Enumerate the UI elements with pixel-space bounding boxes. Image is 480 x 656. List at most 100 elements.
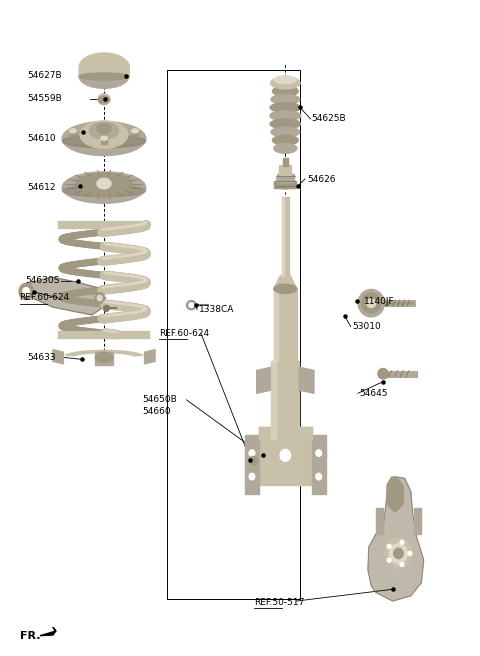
Ellipse shape	[62, 121, 146, 155]
Ellipse shape	[249, 450, 255, 457]
Point	[74, 276, 82, 286]
Polygon shape	[257, 367, 272, 394]
Polygon shape	[274, 289, 297, 361]
Ellipse shape	[75, 173, 132, 197]
Polygon shape	[65, 350, 143, 356]
Text: 54626: 54626	[307, 174, 336, 184]
Polygon shape	[279, 165, 291, 175]
Polygon shape	[259, 426, 312, 439]
Polygon shape	[22, 277, 106, 315]
Polygon shape	[299, 367, 314, 394]
Ellipse shape	[62, 185, 146, 197]
Polygon shape	[375, 508, 383, 534]
Point	[78, 354, 85, 365]
Text: 54660: 54660	[142, 407, 171, 416]
Text: 54627B: 54627B	[28, 72, 62, 80]
Ellipse shape	[387, 558, 391, 562]
Ellipse shape	[98, 94, 110, 104]
Polygon shape	[274, 276, 297, 289]
Text: REF.60-624: REF.60-624	[20, 293, 70, 302]
Polygon shape	[312, 436, 326, 494]
Polygon shape	[414, 508, 421, 534]
Ellipse shape	[394, 548, 403, 559]
Ellipse shape	[95, 293, 105, 303]
Text: 54630S: 54630S	[25, 276, 60, 285]
Point	[294, 180, 302, 191]
Polygon shape	[132, 131, 138, 136]
Point	[341, 311, 349, 321]
Ellipse shape	[408, 552, 412, 556]
Ellipse shape	[79, 73, 129, 80]
Polygon shape	[79, 53, 129, 77]
Ellipse shape	[273, 87, 298, 96]
Ellipse shape	[98, 96, 110, 102]
Ellipse shape	[270, 111, 301, 121]
Ellipse shape	[97, 123, 111, 134]
Text: REF.50-517: REF.50-517	[254, 598, 305, 607]
Ellipse shape	[387, 544, 391, 548]
Ellipse shape	[271, 77, 300, 89]
Point	[30, 287, 37, 297]
Text: REF.60-624: REF.60-624	[159, 329, 209, 338]
Text: 54650B: 54650B	[142, 396, 177, 404]
Ellipse shape	[23, 287, 30, 295]
Text: 54612: 54612	[28, 183, 56, 192]
Ellipse shape	[249, 474, 255, 480]
Text: 54610: 54610	[28, 134, 56, 143]
Point	[259, 450, 267, 461]
Ellipse shape	[274, 144, 297, 153]
Ellipse shape	[62, 172, 146, 203]
Ellipse shape	[97, 295, 102, 300]
Polygon shape	[53, 350, 63, 364]
Ellipse shape	[96, 352, 113, 363]
Bar	[168, 70, 300, 599]
Polygon shape	[368, 477, 424, 601]
Polygon shape	[144, 350, 155, 364]
Ellipse shape	[274, 284, 297, 293]
Ellipse shape	[19, 283, 34, 300]
Point	[247, 455, 254, 465]
Polygon shape	[98, 94, 110, 99]
Ellipse shape	[275, 180, 296, 189]
Polygon shape	[282, 197, 288, 276]
Ellipse shape	[70, 129, 76, 133]
Ellipse shape	[275, 144, 296, 154]
Ellipse shape	[187, 300, 196, 310]
Ellipse shape	[189, 303, 194, 308]
Ellipse shape	[62, 134, 146, 148]
Ellipse shape	[389, 544, 408, 563]
Text: 54633: 54633	[28, 353, 56, 362]
Polygon shape	[96, 352, 113, 365]
Text: FR.: FR.	[20, 631, 40, 642]
Ellipse shape	[250, 457, 257, 465]
Point	[76, 180, 84, 191]
Text: 54559B: 54559B	[28, 94, 62, 103]
Ellipse shape	[271, 94, 300, 104]
Polygon shape	[259, 426, 312, 485]
Point	[379, 377, 387, 387]
Text: 53010: 53010	[352, 322, 381, 331]
Ellipse shape	[271, 127, 300, 137]
Point	[80, 127, 87, 137]
Point	[102, 93, 109, 104]
Polygon shape	[275, 181, 296, 188]
Text: 54625B: 54625B	[312, 114, 346, 123]
Ellipse shape	[277, 175, 294, 183]
Polygon shape	[283, 158, 288, 166]
Text: 54645: 54645	[360, 389, 388, 398]
Point	[389, 584, 396, 594]
Polygon shape	[387, 477, 403, 512]
Ellipse shape	[316, 450, 322, 457]
Ellipse shape	[400, 541, 404, 544]
Text: 1338CA: 1338CA	[199, 305, 235, 314]
Ellipse shape	[362, 293, 381, 313]
Ellipse shape	[385, 539, 412, 568]
Ellipse shape	[132, 129, 138, 133]
Polygon shape	[277, 174, 294, 182]
Polygon shape	[272, 361, 299, 439]
Ellipse shape	[316, 474, 322, 480]
Ellipse shape	[273, 135, 298, 145]
Ellipse shape	[275, 76, 296, 84]
Ellipse shape	[101, 136, 108, 140]
Polygon shape	[101, 138, 108, 144]
